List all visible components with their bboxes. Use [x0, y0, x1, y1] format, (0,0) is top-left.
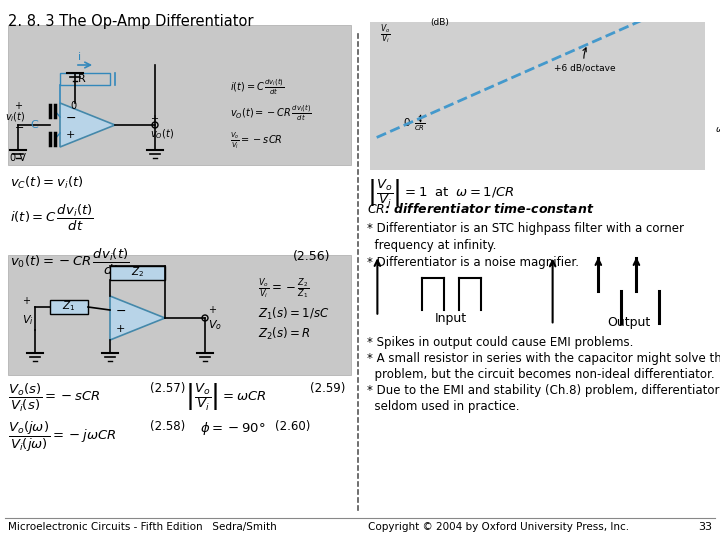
- Text: seldom used in practice.: seldom used in practice.: [367, 400, 520, 413]
- Polygon shape: [60, 103, 115, 147]
- Text: $i(t)=C\,\frac{dv_i(t)}{dt}$: $i(t)=C\,\frac{dv_i(t)}{dt}$: [230, 77, 284, 97]
- Text: * Due to the EMI and stability (Ch.8) problem, differentiator is: * Due to the EMI and stability (Ch.8) pr…: [367, 384, 720, 397]
- Text: $V_o$: $V_o$: [208, 318, 222, 332]
- Text: * Differentiator is an STC highpass filter with a corner: * Differentiator is an STC highpass filt…: [367, 222, 684, 235]
- Text: $+$: $+$: [22, 295, 31, 306]
- Text: Input: Input: [435, 312, 467, 325]
- Text: $v_0(t)=-CR\,\dfrac{dv_i(t)}{dt}$: $v_0(t)=-CR\,\dfrac{dv_i(t)}{dt}$: [10, 247, 130, 277]
- Text: $+$: $+$: [115, 322, 125, 334]
- Text: $v_i(t)$: $v_i(t)$: [5, 110, 25, 124]
- Text: Microelectronic Circuits - Fifth Edition   Sedra/Smith: Microelectronic Circuits - Fifth Edition…: [8, 522, 276, 532]
- Text: * A small resistor in series with the capacitor might solve this: * A small resistor in series with the ca…: [367, 352, 720, 365]
- Text: Copyright © 2004 by Oxford University Press, Inc.: Copyright © 2004 by Oxford University Pr…: [368, 522, 629, 532]
- Text: $\frac{V_o}{V_i}$: $\frac{V_o}{V_i}$: [380, 22, 391, 46]
- Text: R: R: [78, 74, 86, 84]
- Text: $Z_1(s)=1/sC$: $Z_1(s)=1/sC$: [258, 306, 329, 322]
- Bar: [8, 255, 351, 375]
- Polygon shape: [110, 296, 165, 340]
- Text: $\phi=-90°$: $\phi=-90°$: [200, 420, 266, 437]
- Bar: [50, 300, 88, 314]
- Text: $-$: $-$: [115, 303, 126, 316]
- Text: $\frac{1}{CR}$: $\frac{1}{CR}$: [415, 115, 426, 133]
- Text: $v_C(t)=v_i(t)$: $v_C(t)=v_i(t)$: [10, 175, 84, 191]
- Text: $\dfrac{V_o(s)}{V_i(s)}=-sCR$: $\dfrac{V_o(s)}{V_i(s)}=-sCR$: [8, 382, 101, 414]
- Text: $\left|\dfrac{V_o}{V_i}\right|=1\;$ at $\;\omega=1/CR$: $\left|\dfrac{V_o}{V_i}\right|=1\;$ at $…: [367, 178, 515, 209]
- Text: problem, but the circuit becomes non-ideal differentiator.: problem, but the circuit becomes non-ide…: [367, 368, 715, 381]
- Text: $\frac{V_o}{V_i}=-sCR$: $\frac{V_o}{V_i}=-sCR$: [230, 130, 283, 151]
- Text: $-$: $-$: [14, 121, 24, 131]
- Text: $\dfrac{V_o(j\omega)}{V_i(j\omega)}=-j\omega CR$: $\dfrac{V_o(j\omega)}{V_i(j\omega)}=-j\o…: [8, 420, 117, 454]
- Text: * Spikes in output could cause EMI problems.: * Spikes in output could cause EMI probl…: [367, 336, 634, 349]
- Text: $i(t)=C\,\dfrac{dv_i(t)}{dt}$: $i(t)=C\,\dfrac{dv_i(t)}{dt}$: [10, 203, 94, 233]
- Text: $Z_1$: $Z_1$: [63, 299, 76, 313]
- Text: +6 dB/octave: +6 dB/octave: [554, 48, 616, 73]
- Bar: [60, 73, 110, 85]
- Text: $v_O(t)=-CR\,\frac{dv_i(t)}{dt}$: $v_O(t)=-CR\,\frac{dv_i(t)}{dt}$: [230, 103, 312, 123]
- Text: $+$: $+$: [14, 100, 23, 111]
- Text: (2.60): (2.60): [275, 420, 310, 433]
- Text: 0 V: 0 V: [10, 153, 26, 163]
- Text: $\omega$ (log scale): $\omega$ (log scale): [715, 123, 720, 136]
- Text: 2. 8. 3 The Op-Amp Differentiator: 2. 8. 3 The Op-Amp Differentiator: [8, 14, 253, 29]
- Text: $V_i$: $V_i$: [22, 313, 34, 327]
- Text: $-$: $-$: [65, 111, 76, 124]
- Bar: [110, 266, 165, 280]
- Text: $\frac{V_o}{V_i}=-\frac{Z_2}{Z_1}$: $\frac{V_o}{V_i}=-\frac{Z_2}{Z_1}$: [258, 276, 310, 301]
- Text: $+$: $+$: [150, 113, 159, 124]
- Text: 33: 33: [698, 522, 712, 532]
- Text: (2.58): (2.58): [150, 420, 185, 433]
- Text: (dB): (dB): [431, 18, 449, 27]
- Text: Output: Output: [607, 316, 650, 329]
- Text: $\left|\dfrac{V_o}{V_i}\right|=\omega CR$: $\left|\dfrac{V_o}{V_i}\right|=\omega CR…: [185, 382, 266, 413]
- Text: C: C: [30, 120, 38, 130]
- Text: (2.56): (2.56): [292, 250, 330, 263]
- Text: frequency at infinity.: frequency at infinity.: [367, 239, 496, 252]
- Text: $+$: $+$: [208, 304, 217, 315]
- Bar: [8, 25, 351, 165]
- Text: $Z_2(s)=R$: $Z_2(s)=R$: [258, 326, 310, 342]
- Text: (2.57): (2.57): [150, 382, 185, 395]
- Text: $+$: $+$: [65, 130, 75, 140]
- Text: i: i: [78, 52, 81, 62]
- Text: $CR$: differentiator time-constant: $CR$: differentiator time-constant: [367, 202, 595, 216]
- Text: 0: 0: [404, 118, 410, 127]
- Text: 0: 0: [70, 101, 76, 111]
- Text: $v_O(t)$: $v_O(t)$: [150, 127, 174, 141]
- Text: $Z_2$: $Z_2$: [132, 265, 145, 279]
- Text: (2.59): (2.59): [310, 382, 346, 395]
- Text: * Differentiator is a noise magnifier.: * Differentiator is a noise magnifier.: [367, 256, 579, 269]
